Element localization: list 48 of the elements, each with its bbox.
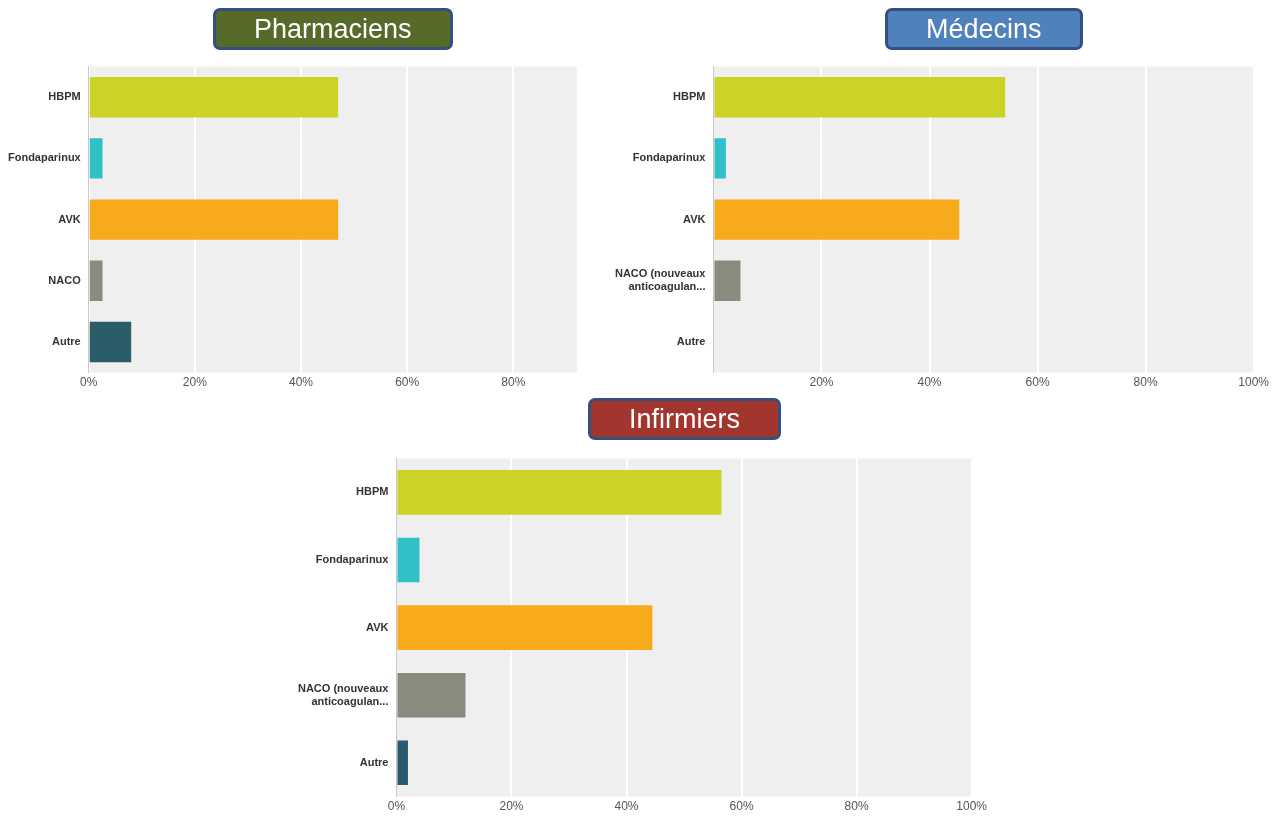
bar bbox=[714, 138, 726, 179]
y-tick-label: AVK bbox=[366, 620, 389, 633]
y-tick-label: Fondaparinux bbox=[315, 553, 390, 566]
y-tick-label: NACO (nouveaux anticoagulan... bbox=[297, 681, 390, 707]
x-tick-label: 100% bbox=[956, 799, 988, 814]
y-tick-label: Fondaparinux bbox=[632, 151, 707, 164]
bar bbox=[714, 260, 741, 301]
y-tick-label: HBPM bbox=[673, 90, 706, 103]
bar bbox=[714, 199, 960, 240]
x-tick-label: 20% bbox=[499, 799, 524, 814]
chart-title: Médecins bbox=[885, 8, 1083, 50]
bar bbox=[89, 260, 103, 301]
bar bbox=[397, 537, 420, 583]
chart-title: Pharmaciens bbox=[213, 8, 453, 50]
y-tick-label: AVK bbox=[683, 212, 706, 225]
x-tick-label: 20% bbox=[182, 375, 208, 390]
bar bbox=[397, 470, 722, 515]
x-tick-label: 60% bbox=[729, 799, 754, 814]
x-tick-label: 100% bbox=[1238, 375, 1270, 390]
y-tick-label: AVK bbox=[58, 212, 81, 225]
x-tick-label: 80% bbox=[844, 799, 869, 814]
x-tick-label: 40% bbox=[289, 375, 314, 390]
x-tick-label: 0% bbox=[80, 375, 98, 390]
x-tick-label: 0% bbox=[387, 799, 406, 814]
x-tick-label: 80% bbox=[501, 375, 526, 390]
y-tick-label: Autre bbox=[676, 335, 706, 348]
x-tick-label: 20% bbox=[809, 375, 834, 390]
bar bbox=[714, 77, 1006, 118]
x-tick-label: 80% bbox=[1133, 375, 1158, 390]
bar bbox=[89, 77, 339, 118]
bar bbox=[397, 605, 653, 650]
x-tick-label: 60% bbox=[1025, 375, 1050, 390]
bar bbox=[397, 672, 466, 718]
x-tick-label: 40% bbox=[614, 799, 639, 814]
y-tick-label: NACO bbox=[48, 273, 82, 286]
bar bbox=[89, 321, 132, 363]
chart-title: Infirmiers bbox=[588, 398, 782, 440]
y-tick-label: Autre bbox=[359, 755, 389, 768]
y-tick-label: NACO (nouveaux anticoagulan... bbox=[614, 267, 707, 293]
bar bbox=[397, 740, 408, 786]
y-tick-label: HBPM bbox=[356, 485, 389, 498]
y-tick-label: Autre bbox=[51, 335, 81, 348]
y-tick-label: HBPM bbox=[48, 90, 81, 103]
x-tick-label: 40% bbox=[917, 375, 942, 390]
bar bbox=[89, 199, 339, 240]
y-tick-label: Fondaparinux bbox=[7, 151, 82, 164]
bar bbox=[89, 138, 103, 179]
x-tick-label: 60% bbox=[395, 375, 420, 390]
